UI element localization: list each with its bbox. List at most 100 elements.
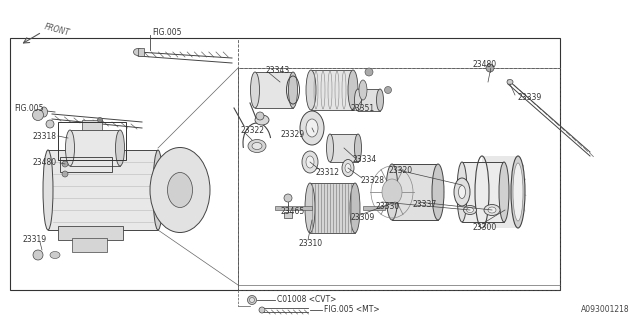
Bar	[310, 183, 355, 233]
Ellipse shape	[306, 156, 314, 168]
Text: 23319: 23319	[22, 236, 46, 244]
Ellipse shape	[289, 72, 298, 108]
Text: 23480: 23480	[472, 60, 496, 68]
Text: 23328: 23328	[360, 175, 384, 185]
Bar	[238, 68, 560, 290]
Bar	[284, 212, 292, 218]
Bar	[358, 89, 380, 111]
Ellipse shape	[457, 162, 467, 222]
Text: 23330: 23330	[375, 202, 399, 211]
Circle shape	[62, 161, 68, 167]
Text: 23339: 23339	[518, 92, 542, 101]
Bar	[462, 162, 504, 222]
Ellipse shape	[259, 307, 265, 313]
Ellipse shape	[382, 179, 402, 205]
Bar	[58, 226, 123, 240]
Text: A093001218: A093001218	[581, 306, 630, 315]
Bar	[330, 134, 358, 162]
Ellipse shape	[513, 163, 523, 221]
Bar	[482, 156, 518, 228]
Ellipse shape	[499, 162, 509, 222]
Ellipse shape	[306, 70, 316, 110]
Circle shape	[256, 112, 264, 120]
Ellipse shape	[252, 142, 262, 149]
Ellipse shape	[355, 134, 362, 162]
Bar	[10, 38, 560, 290]
Bar	[48, 150, 158, 230]
Ellipse shape	[463, 205, 477, 214]
Ellipse shape	[248, 295, 257, 305]
Circle shape	[486, 64, 494, 72]
Text: 23343: 23343	[265, 66, 289, 75]
Circle shape	[62, 171, 68, 177]
Bar	[311, 70, 353, 110]
Ellipse shape	[306, 119, 318, 137]
Ellipse shape	[507, 79, 513, 84]
Bar	[138, 48, 144, 56]
Ellipse shape	[511, 156, 525, 228]
Ellipse shape	[355, 89, 362, 111]
Ellipse shape	[255, 115, 269, 125]
Text: FIG.005: FIG.005	[152, 28, 182, 36]
Ellipse shape	[305, 183, 315, 233]
Ellipse shape	[153, 150, 163, 230]
Ellipse shape	[488, 207, 496, 213]
Ellipse shape	[250, 298, 255, 302]
Ellipse shape	[134, 49, 143, 55]
Circle shape	[365, 68, 373, 76]
Ellipse shape	[250, 72, 259, 108]
Text: 23322: 23322	[240, 125, 264, 134]
Bar	[363, 206, 385, 210]
Ellipse shape	[432, 164, 444, 220]
Circle shape	[33, 109, 44, 121]
Text: C01008 <CVT>: C01008 <CVT>	[277, 295, 337, 305]
Text: 23300: 23300	[472, 223, 496, 233]
Ellipse shape	[484, 204, 500, 215]
Bar	[70, 130, 120, 166]
Ellipse shape	[359, 80, 367, 100]
Text: 23318: 23318	[32, 132, 56, 140]
Ellipse shape	[115, 130, 125, 166]
Bar	[72, 238, 107, 252]
Text: 23309: 23309	[350, 213, 374, 222]
Text: 23351: 23351	[350, 103, 374, 113]
Text: 23312: 23312	[315, 167, 339, 177]
Ellipse shape	[50, 252, 60, 259]
Circle shape	[284, 194, 292, 202]
Bar	[82, 120, 102, 130]
Ellipse shape	[65, 130, 74, 166]
Ellipse shape	[376, 89, 383, 111]
Bar	[60, 157, 112, 172]
Text: FIG.005: FIG.005	[14, 103, 44, 113]
Ellipse shape	[350, 183, 360, 233]
Text: 23337: 23337	[412, 199, 436, 209]
Bar	[255, 72, 293, 108]
Ellipse shape	[168, 172, 193, 207]
Ellipse shape	[150, 148, 210, 233]
Bar	[392, 164, 438, 220]
Bar	[58, 122, 126, 160]
Ellipse shape	[326, 134, 333, 162]
Ellipse shape	[342, 159, 354, 177]
Ellipse shape	[467, 207, 474, 212]
Text: 23480: 23480	[32, 157, 56, 166]
Ellipse shape	[348, 70, 358, 110]
Circle shape	[97, 117, 102, 123]
Ellipse shape	[454, 178, 470, 206]
Ellipse shape	[458, 186, 465, 198]
Circle shape	[46, 120, 54, 128]
Text: FRONT: FRONT	[43, 22, 70, 38]
Ellipse shape	[386, 164, 398, 220]
Circle shape	[385, 86, 392, 93]
Text: 23465: 23465	[280, 207, 304, 217]
Ellipse shape	[248, 140, 266, 153]
Circle shape	[33, 250, 43, 260]
Text: FIG.005 <MT>: FIG.005 <MT>	[324, 306, 380, 315]
Text: 23320: 23320	[388, 165, 412, 174]
Ellipse shape	[302, 151, 318, 173]
Ellipse shape	[345, 164, 351, 172]
Ellipse shape	[40, 107, 47, 117]
Ellipse shape	[300, 111, 324, 145]
Bar	[275, 206, 312, 210]
Text: 23334: 23334	[352, 156, 376, 164]
